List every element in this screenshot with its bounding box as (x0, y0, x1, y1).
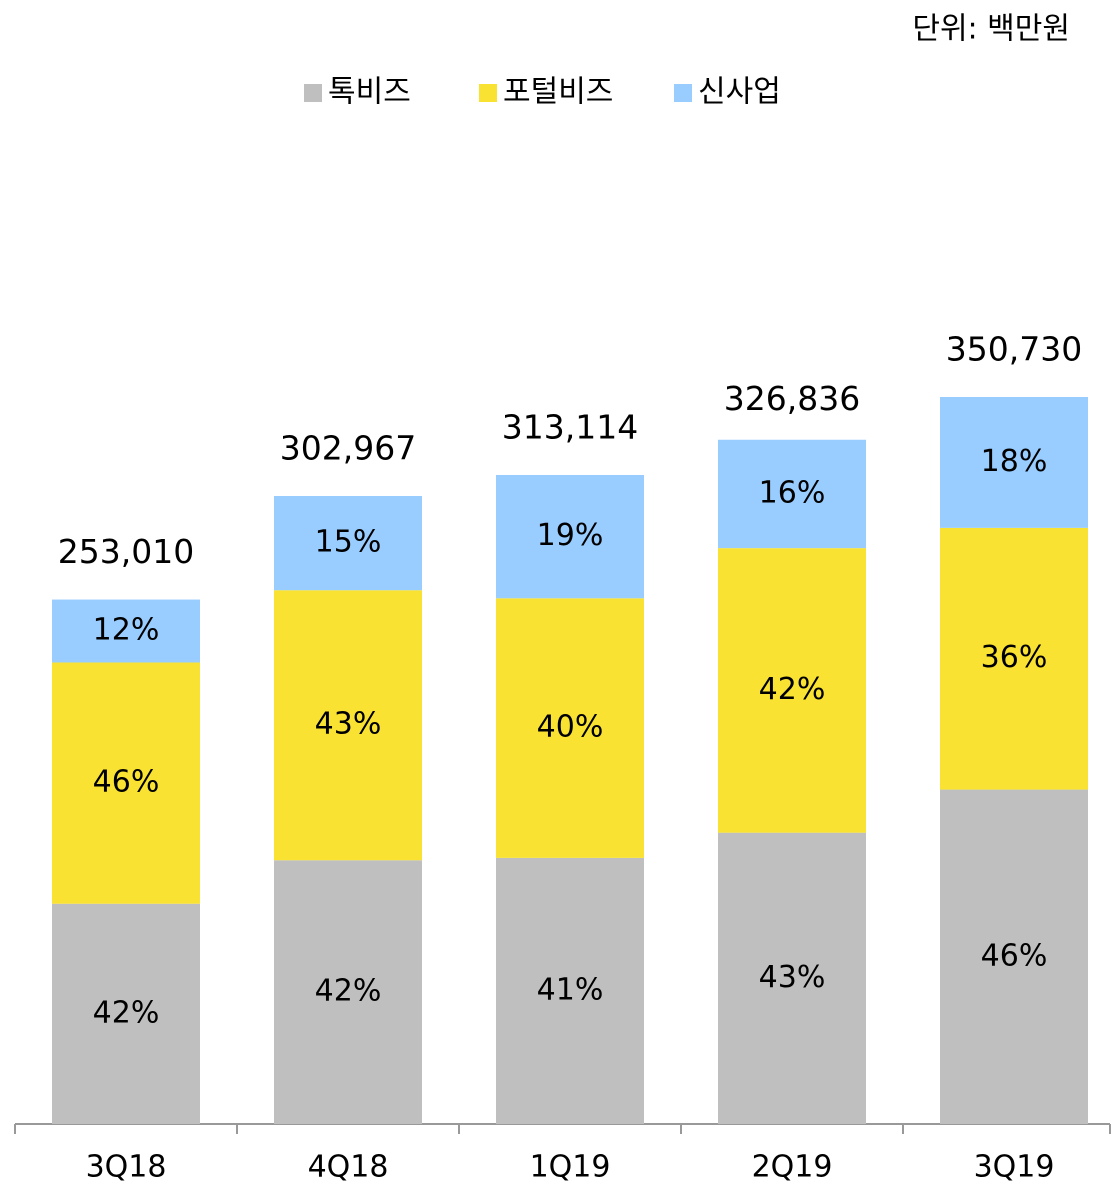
bar-segment (496, 474, 644, 599)
total-label: 253,010 (58, 532, 194, 571)
x-tick-label: 4Q18 (308, 1150, 389, 1185)
segment-label: 18% (981, 444, 1048, 479)
segment-label: 16% (759, 475, 826, 510)
bar-segment (718, 439, 866, 549)
bar-segment (52, 662, 200, 904)
segment-label: 43% (759, 960, 826, 995)
bar-segment (496, 857, 644, 1124)
bar-segment (940, 397, 1088, 528)
bar-segment (52, 903, 200, 1124)
segment-label: 36% (981, 640, 1048, 675)
legend-label: 신사업 (698, 75, 781, 110)
unit-label: 단위: 백만원 (912, 12, 1070, 47)
segment-label: 43% (315, 707, 382, 742)
legend-label: 포털비즈 (503, 75, 613, 110)
bar-segment (496, 598, 644, 858)
segment-label: 12% (93, 613, 160, 648)
segment-label: 40% (537, 710, 604, 745)
bar-segment (718, 548, 866, 833)
legend-swatch (304, 84, 322, 102)
bar-segment (52, 599, 200, 663)
segment-label: 19% (537, 518, 604, 553)
total-label: 313,114 (502, 407, 638, 446)
segment-label: 42% (315, 974, 382, 1009)
total-label: 326,836 (724, 379, 860, 418)
bar-segment (274, 590, 422, 861)
segment-label: 46% (981, 938, 1048, 973)
bar-segment (718, 832, 866, 1124)
segment-label: 41% (537, 972, 604, 1007)
legend-swatch (674, 84, 692, 102)
bar-segment (940, 527, 1088, 790)
x-tick-label: 3Q18 (86, 1150, 167, 1185)
segment-label: 42% (759, 672, 826, 707)
legend-swatch (479, 84, 497, 102)
segment-label: 42% (93, 995, 160, 1030)
total-label: 302,967 (280, 429, 416, 468)
bar-segment (274, 496, 422, 591)
bar-segment (940, 789, 1088, 1124)
bar-segment (274, 860, 422, 1124)
segment-label: 15% (315, 525, 382, 560)
total-label: 350,730 (946, 330, 1082, 369)
legend-label: 톡비즈 (328, 75, 411, 110)
segment-label: 46% (93, 765, 160, 800)
x-tick-label: 2Q19 (752, 1150, 833, 1185)
x-tick-label: 1Q19 (530, 1150, 611, 1185)
x-tick-label: 3Q19 (974, 1150, 1055, 1185)
